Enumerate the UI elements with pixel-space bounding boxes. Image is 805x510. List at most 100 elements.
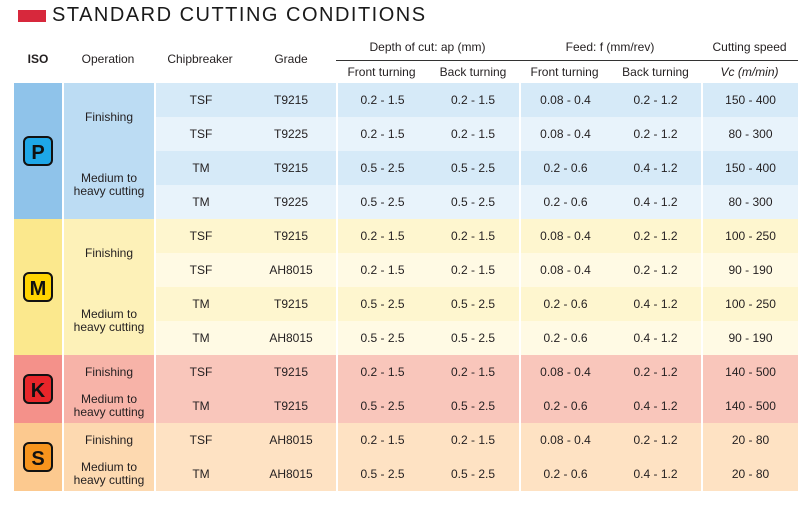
header-depth-of-cut: Depth of cut: ap (mm) (336, 34, 520, 60)
iso-cell-m: M (14, 219, 62, 355)
table-row: S Finishing TSF AH8015 0.2 - 1.5 0.2 - 1.5 0.0… (14, 423, 799, 491)
cell-vc: 90 - 190 (701, 321, 799, 355)
cell-grade: T9215 (246, 389, 336, 423)
cell-grade: AH8015 (246, 457, 336, 491)
cell-vc: 100 - 250 (701, 219, 799, 253)
iso-cell-k: K (14, 355, 62, 423)
cell-vc: 100 - 250 (701, 287, 799, 321)
cell-db: 0.2 - 1.5 (427, 117, 520, 151)
header-depth-front: Front turning (336, 60, 427, 83)
iso-badge-m: M (23, 272, 53, 302)
operation-cell: Medium to heavy cutting (62, 287, 154, 355)
cell-grade: T9215 (246, 83, 336, 117)
cell-db: 0.2 - 1.5 (427, 423, 520, 457)
cell-df: 0.2 - 1.5 (336, 355, 427, 389)
header-operation: Operation (62, 34, 154, 83)
operation-cell: Finishing (62, 219, 154, 287)
header-feed: Feed: f (mm/rev) (519, 34, 702, 60)
cell-cb: TM (154, 151, 246, 185)
header-feed-back: Back turning (610, 60, 702, 83)
operation-cell: Finishing (62, 83, 154, 151)
cell-fb: 0.4 - 1.2 (610, 185, 702, 219)
table-row: M Finishing TSF T9215 0.2 - 1.5 0.2 - 1.5 0.08… (14, 219, 799, 355)
cell-ff: 0.08 - 0.4 (519, 83, 611, 117)
iso-badge-k: K (23, 374, 53, 404)
table-row: Medium to heavy cutting TM AH8015 0.5 - 2.5… (14, 457, 799, 491)
cell-df: 0.5 - 2.5 (336, 287, 427, 321)
cell-df: 0.2 - 1.5 (336, 219, 427, 253)
cell-cb: TSF (154, 219, 246, 253)
cell-ff: 0.2 - 0.6 (519, 185, 611, 219)
cell-grade: T9215 (246, 151, 336, 185)
iso-cell-p: P (14, 83, 62, 219)
table-row: TM AH8015 0.5 - 2.5 0.5 - 2.5 0.2 - 0.6 0.4 -… (14, 321, 799, 355)
cell-vc: 150 - 400 (701, 151, 799, 185)
cell-cb: TSF (154, 423, 246, 457)
cell-ff: 0.2 - 0.6 (519, 389, 611, 423)
cell-cb: TSF (154, 253, 246, 287)
cell-cb: TM (154, 321, 246, 355)
cell-cb: TSF (154, 117, 246, 151)
cell-grade: T9215 (246, 287, 336, 321)
header-depth-back: Back turning (427, 60, 520, 83)
cell-db: 0.5 - 2.5 (427, 151, 520, 185)
cell-fb: 0.4 - 1.2 (610, 457, 702, 491)
operation-cell: Medium to heavy cutting (62, 389, 154, 423)
cell-cb: TM (154, 185, 246, 219)
header-depth-label: Depth of cut: ap (mm) (369, 40, 486, 54)
cell-ff: 0.08 - 0.4 (519, 253, 611, 287)
operation-cell: Finishing (62, 355, 154, 389)
cell-ff: 0.08 - 0.4 (519, 117, 611, 151)
title-accent-bar (18, 10, 46, 22)
cell-df: 0.5 - 2.5 (336, 151, 427, 185)
cell-df: 0.2 - 1.5 (336, 117, 427, 151)
cell-db: 0.2 - 1.5 (427, 253, 520, 287)
cell-vc: 80 - 300 (701, 117, 799, 151)
cell-fb: 0.2 - 1.2 (610, 355, 702, 389)
iso-badge-p: P (23, 136, 53, 166)
cell-ff: 0.2 - 0.6 (519, 457, 611, 491)
cell-db: 0.5 - 2.5 (427, 287, 520, 321)
cell-db: 0.5 - 2.5 (427, 389, 520, 423)
header-speed-unit: Vc (m/min) (701, 60, 799, 83)
header-chipbreaker: Chipbreaker (154, 34, 246, 83)
cell-grade: T9225 (246, 185, 336, 219)
page-title: STANDARD CUTTING CONDITIONS (52, 4, 427, 26)
cell-vc: 90 - 190 (701, 253, 799, 287)
cell-cb: TM (154, 389, 246, 423)
cell-vc: 140 - 500 (701, 355, 799, 389)
cell-fb: 0.2 - 1.2 (610, 253, 702, 287)
cell-grade: AH8015 (246, 423, 336, 457)
operation-cell: Medium to heavy cutting (62, 457, 154, 491)
cell-fb: 0.4 - 1.2 (610, 287, 702, 321)
header-iso: ISO (14, 34, 62, 83)
cell-df: 0.5 - 2.5 (336, 457, 427, 491)
cell-fb: 0.2 - 1.2 (610, 117, 702, 151)
table-row: P Finishing TSF T9215 0.2 - 1.5 0.2 - 1.5 0.08… (14, 83, 799, 219)
cell-vc: 140 - 500 (701, 389, 799, 423)
cell-db: 0.2 - 1.5 (427, 83, 520, 117)
header-cutting-speed: Cutting speed (701, 34, 799, 60)
cell-df: 0.2 - 1.5 (336, 83, 427, 117)
cell-fb: 0.4 - 1.2 (610, 321, 702, 355)
cell-grade: T9225 (246, 117, 336, 151)
cell-ff: 0.2 - 0.6 (519, 287, 611, 321)
table-row: Medium to heavy cutting TM T9215 0.5 - 2.5 0… (14, 151, 799, 219)
table-body: P Finishing TSF T9215 0.2 - 1.5 0.2 - 1.5 0.08… (14, 83, 799, 491)
cell-vc: 20 - 80 (701, 423, 799, 457)
header-grade: Grade (246, 34, 336, 83)
cell-db: 0.2 - 1.5 (427, 219, 520, 253)
cell-vc: 80 - 300 (701, 185, 799, 219)
header-feed-front: Front turning (519, 60, 611, 83)
cell-grade: T9215 (246, 219, 336, 253)
cell-ff: 0.08 - 0.4 (519, 355, 611, 389)
operation-cell: Medium to heavy cutting (62, 151, 154, 219)
table-row: TSF T9225 0.2 - 1.5 0.2 - 1.5 0.08 - 0.4 0.2 … (14, 117, 799, 151)
cell-cb: TM (154, 287, 246, 321)
cell-ff: 0.08 - 0.4 (519, 423, 611, 457)
cell-vc: 20 - 80 (701, 457, 799, 491)
operation-cell: Finishing (62, 423, 154, 457)
table-row: TM T9225 0.5 - 2.5 0.5 - 2.5 0.2 - 0.6 0.4 - … (14, 185, 799, 219)
cell-fb: 0.4 - 1.2 (610, 151, 702, 185)
cell-fb: 0.2 - 1.2 (610, 83, 702, 117)
